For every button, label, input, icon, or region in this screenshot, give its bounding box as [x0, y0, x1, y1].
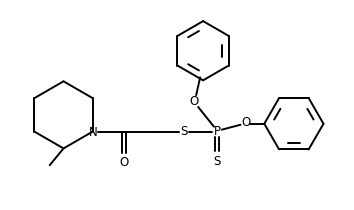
Text: O: O	[120, 156, 129, 169]
Text: S: S	[213, 155, 221, 168]
Text: O: O	[190, 94, 199, 108]
Text: N: N	[89, 126, 98, 139]
Text: S: S	[181, 125, 188, 138]
Text: O: O	[241, 116, 250, 129]
Text: P: P	[213, 125, 221, 138]
